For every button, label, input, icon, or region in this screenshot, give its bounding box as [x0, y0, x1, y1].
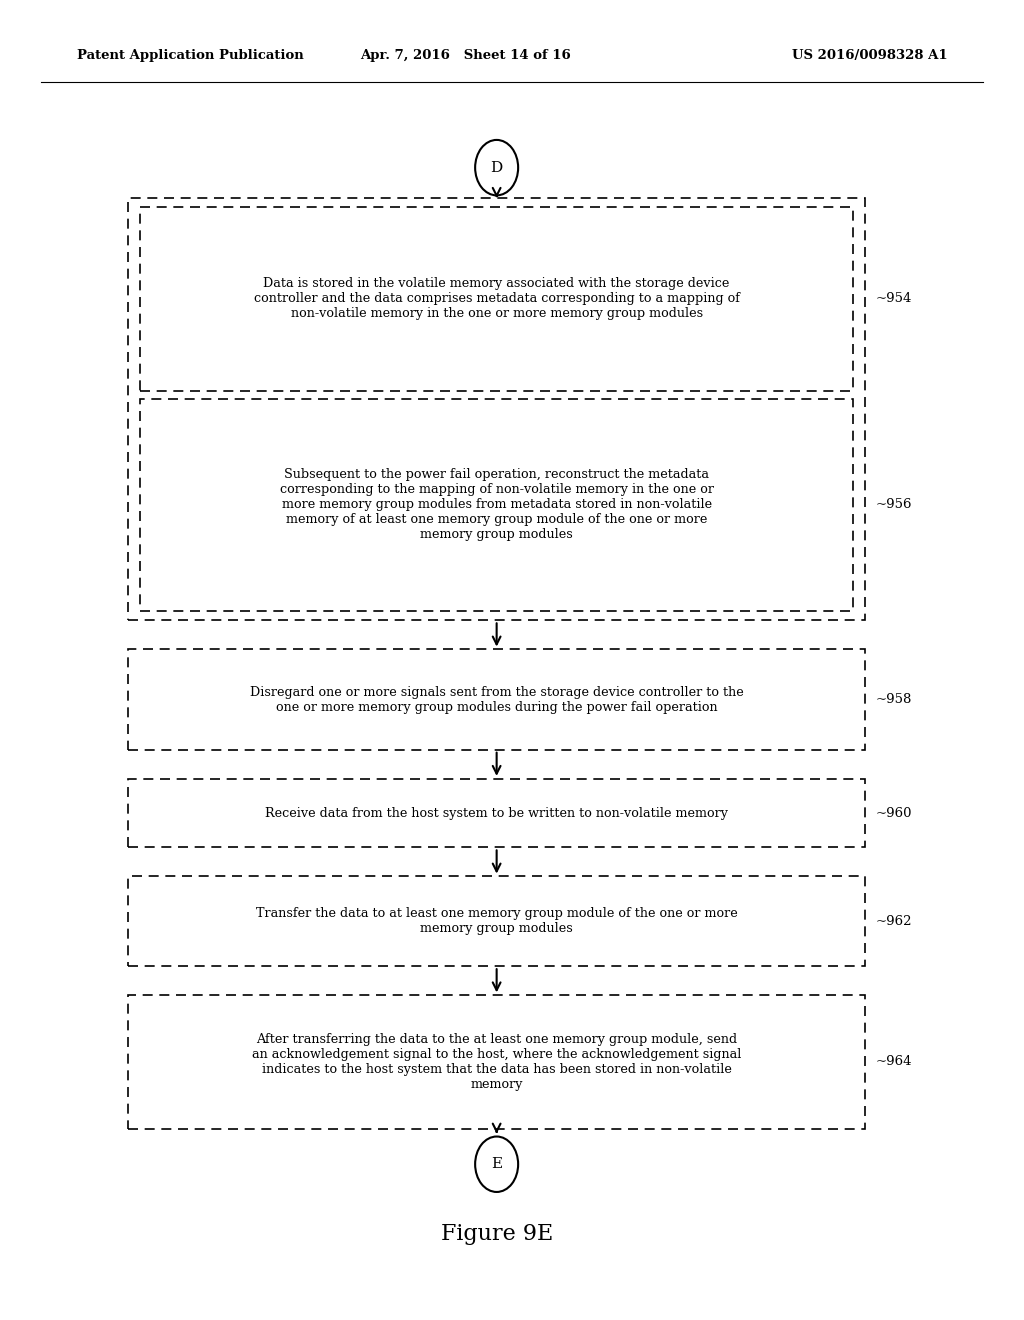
Text: Disregard one or more signals sent from the storage device controller to the
one: Disregard one or more signals sent from … [250, 685, 743, 714]
Text: D: D [490, 161, 503, 174]
Text: E: E [492, 1158, 502, 1171]
Text: Transfer the data to at least one memory group module of the one or more
memory : Transfer the data to at least one memory… [256, 907, 737, 936]
Text: ~956: ~956 [876, 499, 912, 511]
Text: ~960: ~960 [876, 807, 912, 820]
Bar [128, 198, 865, 620]
Text: Figure 9E: Figure 9E [440, 1224, 553, 1245]
Text: Receive data from the host system to be written to non-volatile memory: Receive data from the host system to be … [265, 807, 728, 820]
Text: ~962: ~962 [876, 915, 912, 928]
Text: US 2016/0098328 A1: US 2016/0098328 A1 [792, 49, 947, 62]
Bar [128, 779, 865, 847]
Text: Apr. 7, 2016   Sheet 14 of 16: Apr. 7, 2016 Sheet 14 of 16 [360, 49, 571, 62]
Bar [128, 995, 865, 1129]
Text: Data is stored in the volatile memory associated with the storage device
control: Data is stored in the volatile memory as… [254, 277, 739, 321]
Text: ~958: ~958 [876, 693, 912, 706]
Bar [140, 399, 853, 611]
Bar [140, 207, 853, 391]
Text: After transferring the data to the at least one memory group module, send
an ack: After transferring the data to the at le… [252, 1034, 741, 1090]
Text: ~964: ~964 [876, 1056, 912, 1068]
Text: ~954: ~954 [876, 293, 912, 305]
Bar [128, 649, 865, 750]
Text: Subsequent to the power fail operation, reconstruct the metadata
corresponding t: Subsequent to the power fail operation, … [280, 469, 714, 541]
Text: Patent Application Publication: Patent Application Publication [77, 49, 303, 62]
Bar [128, 876, 865, 966]
